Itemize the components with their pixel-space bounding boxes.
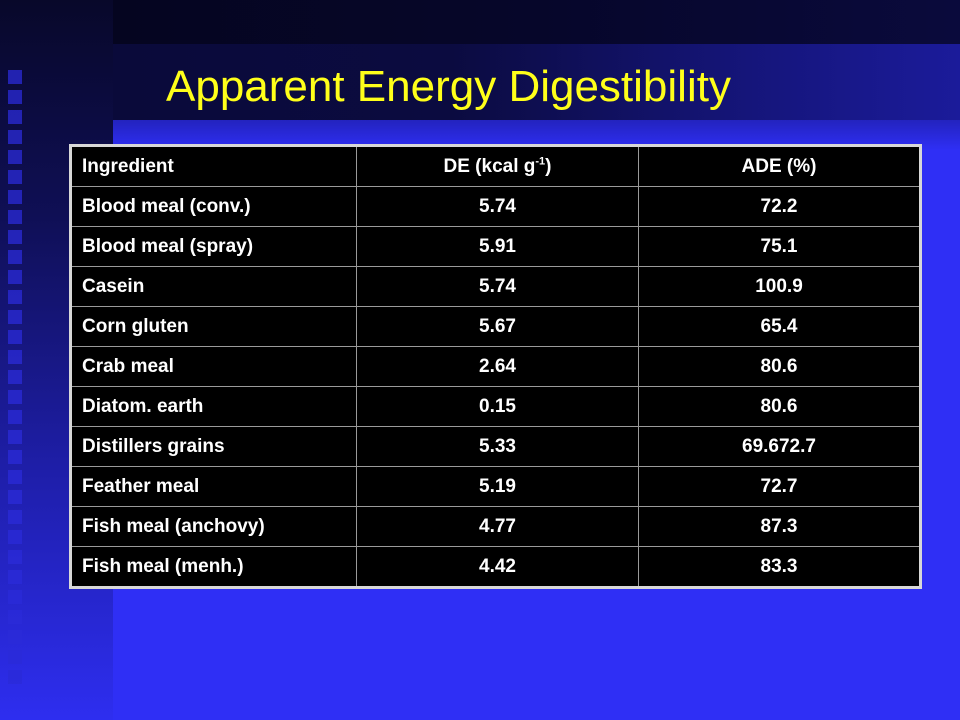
table-row: Blood meal (conv.) 5.74 72.2: [70, 186, 921, 227]
decorative-square: [8, 550, 22, 564]
cell-ade: 100.9: [638, 266, 921, 307]
cell-de: 4.77: [356, 506, 639, 547]
cell-de: 5.91: [356, 226, 639, 267]
decorative-square: [8, 150, 22, 164]
cell-ade: 72.7: [638, 466, 921, 507]
cell-ade: 69.672.7: [638, 426, 921, 467]
table-row: Diatom. earth 0.15 80.6: [70, 386, 921, 427]
top-dark-stripe: [113, 0, 960, 44]
top-decorative-band: [113, 0, 960, 120]
decorative-square: [8, 570, 22, 584]
cell-ade: 80.6: [638, 386, 921, 427]
table-header-row: Ingredient DE (kcal g-1) ADE (%): [70, 145, 921, 187]
table-row: Casein 5.74 100.9: [70, 266, 921, 307]
decorative-square: [8, 430, 22, 444]
cell-ingredient: Casein: [70, 266, 357, 307]
decorative-square: [8, 350, 22, 364]
decorative-square: [8, 290, 22, 304]
decorative-square: [8, 270, 22, 284]
cell-de: 0.15: [356, 386, 639, 427]
table-row: Corn gluten 5.67 65.4: [70, 306, 921, 347]
decorative-square: [8, 670, 22, 684]
cell-ingredient: Corn gluten: [70, 306, 357, 347]
decorative-square: [8, 310, 22, 324]
cell-ingredient: Fish meal (anchovy): [70, 506, 357, 547]
decorative-square: [8, 170, 22, 184]
table-row: Fish meal (anchovy) 4.77 87.3: [70, 506, 921, 547]
cell-de: 5.33: [356, 426, 639, 467]
decorative-square: [8, 90, 22, 104]
table-row: Crab meal 2.64 80.6: [70, 346, 921, 387]
decorative-square: [8, 410, 22, 424]
decorative-square: [8, 650, 22, 664]
decorative-square: [8, 450, 22, 464]
cell-ade: 72.2: [638, 186, 921, 227]
decorative-square: [8, 130, 22, 144]
header-de: DE (kcal g-1): [356, 145, 639, 187]
decorative-square: [8, 190, 22, 204]
decorative-square: [8, 510, 22, 524]
header-de-suffix: ): [545, 155, 552, 177]
decorative-square: [8, 490, 22, 504]
decorative-square: [8, 590, 22, 604]
decorative-square: [8, 210, 22, 224]
decorative-square: [8, 230, 22, 244]
cell-ade: 87.3: [638, 506, 921, 547]
decorative-square: [8, 330, 22, 344]
cell-ingredient: Blood meal (spray): [70, 226, 357, 267]
header-de-superscript: -1: [535, 155, 546, 168]
cell-ade: 80.6: [638, 346, 921, 387]
cell-ade: 65.4: [638, 306, 921, 347]
digestibility-table: Ingredient DE (kcal g-1) ADE (%) Blood m…: [69, 144, 922, 589]
cell-de: 4.42: [356, 546, 639, 588]
cell-de: 5.67: [356, 306, 639, 347]
table-row: Feather meal 5.19 72.7: [70, 466, 921, 507]
decorative-squares: [8, 70, 24, 690]
decorative-square: [8, 630, 22, 644]
decorative-square: [8, 470, 22, 484]
header-ingredient: Ingredient: [70, 145, 357, 187]
table-row: Fish meal (menh.) 4.42 83.3: [70, 546, 921, 588]
cell-de: 5.19: [356, 466, 639, 507]
header-de-prefix: DE (kcal g: [443, 155, 536, 177]
table-row: Blood meal (spray) 5.91 75.1: [70, 226, 921, 267]
decorative-square: [8, 610, 22, 624]
cell-ade: 83.3: [638, 546, 921, 588]
decorative-square: [8, 250, 22, 264]
cell-ingredient: Distillers grains: [70, 426, 357, 467]
header-ade: ADE (%): [638, 145, 921, 187]
decorative-square: [8, 530, 22, 544]
cell-de: 5.74: [356, 266, 639, 307]
cell-de: 2.64: [356, 346, 639, 387]
slide-title: Apparent Energy Digestibility: [166, 62, 731, 111]
decorative-square: [8, 110, 22, 124]
table-row: Distillers grains 5.33 69.672.7: [70, 426, 921, 467]
cell-ingredient: Fish meal (menh.): [70, 546, 357, 588]
decorative-square: [8, 370, 22, 384]
cell-ingredient: Feather meal: [70, 466, 357, 507]
cell-de: 5.74: [356, 186, 639, 227]
decorative-square: [8, 70, 22, 84]
cell-ade: 75.1: [638, 226, 921, 267]
cell-ingredient: Diatom. earth: [70, 386, 357, 427]
cell-ingredient: Blood meal (conv.): [70, 186, 357, 227]
cell-ingredient: Crab meal: [70, 346, 357, 387]
decorative-square: [8, 390, 22, 404]
